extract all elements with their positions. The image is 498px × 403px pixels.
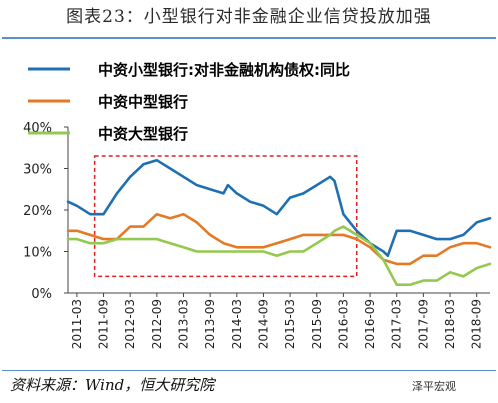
series-line-3 (66, 225, 492, 286)
x-tick-label: 2015-03 (283, 299, 297, 349)
watermark-text: 泽平宏观 (412, 380, 456, 393)
legend-label-2: 中资中型银行 (98, 93, 188, 111)
x-tick-label: 2013-03 (176, 299, 190, 349)
chart-axes (67, 127, 490, 294)
x-tick-label: 2015-09 (310, 299, 324, 349)
x-tick-label: 2013-09 (203, 299, 217, 349)
y-tick-label: 20% (23, 204, 52, 219)
x-tick-label: 2016-09 (363, 299, 377, 349)
y-axis-ticks: 0%10%20%30%40% (23, 121, 68, 302)
x-tick-label: 2016-03 (336, 299, 350, 349)
x-axis-ticks: 2011-03 2011-09 2012-03 2012-09 2013-03 2013-… (70, 293, 484, 349)
x-tick-label: 2011-03 (70, 299, 84, 349)
x-tick-label: 2012-09 (150, 299, 164, 349)
y-tick-label: 30% (23, 163, 52, 178)
series-line-2 (66, 212, 492, 266)
x-tick-label: 2018-03 (443, 299, 457, 349)
series-line-1 (66, 158, 492, 257)
x-tick-label: 2017-03 (390, 299, 404, 349)
source-rule (2, 370, 496, 371)
legend-label-3: 中资大型银行 (98, 125, 188, 143)
source-note: 资料来源：Wind，恒大研究院 (10, 376, 215, 394)
highlight-dashed-box (93, 155, 358, 278)
x-tick-label: 2017-09 (416, 299, 430, 349)
y-tick-label: 0% (31, 287, 52, 302)
highlight-box (93, 155, 358, 278)
x-tick-label: 2018-09 (470, 299, 484, 349)
series-lines (66, 158, 492, 286)
line-chart: 0%10%20%30%40% 中资小型银行:对非金融机构债权:同比中资中型银行中… (23, 61, 492, 349)
y-tick-label: 10% (23, 246, 52, 261)
x-tick-label: 2012-03 (123, 299, 137, 349)
legend-label-1: 中资小型银行:对非金融机构债权:同比 (98, 61, 350, 79)
chart-title: 图表23：小型银行对非金融企业信贷投放加强 (66, 7, 432, 27)
x-tick-label: 2011-09 (97, 299, 111, 349)
x-tick-label: 2014-03 (230, 299, 244, 349)
x-tick-label: 2014-09 (256, 299, 270, 349)
title-rule (2, 37, 496, 39)
